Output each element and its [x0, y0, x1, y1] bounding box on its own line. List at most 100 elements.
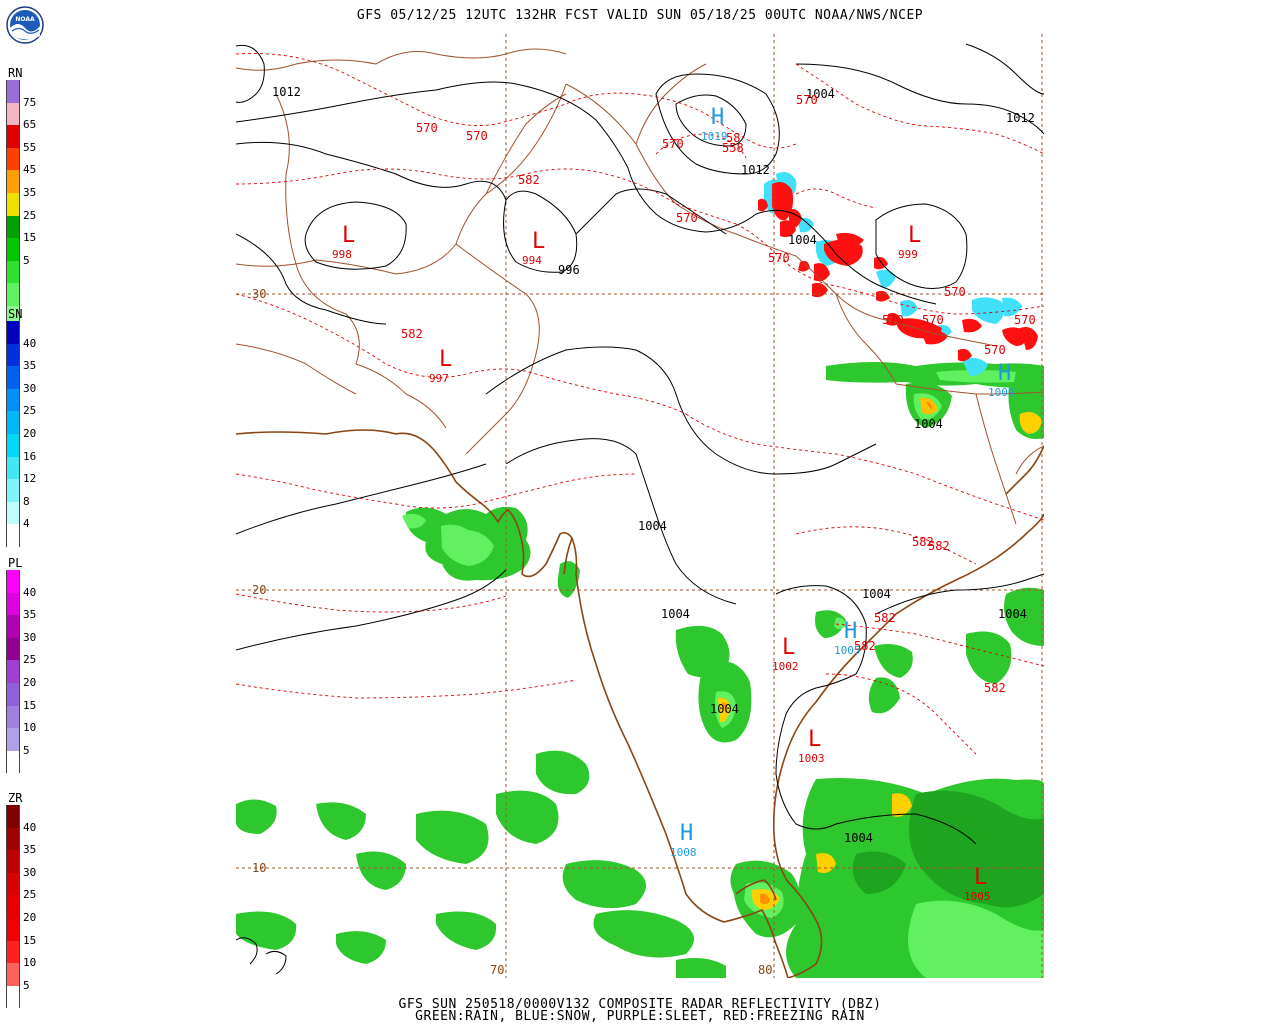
legend-swatch: [6, 985, 20, 1009]
legend-tick-label: 5: [23, 978, 30, 992]
low-symbol: L: [782, 635, 795, 660]
legend-swatch: 35: [6, 592, 36, 621]
legend-swatch: 5: [6, 238, 30, 267]
isobar-label: 1004: [844, 831, 873, 845]
borders: [236, 48, 1044, 525]
legend-swatch: 8: [6, 479, 30, 508]
legend-tick-label: 30: [23, 865, 37, 879]
legend-swatch: 25: [6, 388, 36, 417]
legend-tick-label: 35: [23, 843, 37, 857]
legend-sleet: PL 40 35 30 25 20 15 10 5: [4, 556, 44, 774]
isobar-label: 1004: [710, 702, 739, 716]
isobar-label: 1004: [806, 87, 835, 101]
legend-swatch: 30: [6, 850, 36, 879]
isobar-label: 1004: [638, 519, 667, 533]
legend-swatch: 25: [6, 872, 36, 901]
legend-tick-label: 40: [23, 336, 37, 350]
legend-tick-label: 30: [23, 630, 37, 644]
legend-tick-label: 45: [23, 163, 37, 177]
forecast-map: 30 20 10 70 80 1012 100410121012100499610…: [236, 34, 1044, 978]
noaa-logo-icon: NOAA: [6, 6, 44, 44]
thickness-label: 582: [912, 535, 934, 549]
thickness-label: 570: [466, 129, 488, 143]
legend-swatch: [6, 260, 20, 284]
low-value: 998: [332, 248, 352, 261]
low-symbol: L: [342, 223, 355, 248]
legend-swatch: 35: [6, 343, 36, 372]
legend-tick-label: 25: [23, 404, 37, 418]
legend-tick-label: 5: [23, 743, 30, 757]
legend-title: ZR: [8, 791, 23, 805]
thickness-label: 558: [722, 141, 744, 155]
legend-tick-label: 35: [23, 359, 37, 373]
low-symbol: L: [808, 727, 821, 752]
legend-swatch: [6, 524, 20, 547]
legend-title: SN: [8, 307, 23, 321]
isobar-label: 1004: [788, 233, 817, 247]
grid-labels: 30 20 10 70 80: [252, 287, 772, 977]
legend-tick-label: 25: [23, 653, 37, 667]
legend-tick-label: 35: [23, 185, 37, 199]
low-value: 999: [898, 248, 918, 261]
legend-tick-label: 15: [23, 698, 37, 712]
legend-swatch: 30: [6, 366, 36, 395]
rain-areas: [236, 362, 1044, 978]
product-description: GFS SUN 250518/0000V132 COMPOSITE RADAR …: [398, 997, 882, 1012]
legend-swatch: 5: [6, 963, 30, 992]
high-value: 1005: [834, 644, 861, 657]
high-symbol: H: [680, 821, 693, 846]
high-symbol: H: [711, 105, 724, 130]
low-symbol: L: [439, 347, 452, 372]
freezing-rain-areas: [758, 182, 1038, 362]
high-value: 1008: [670, 846, 697, 859]
legend-swatch: 20: [6, 660, 36, 689]
legend-tick-label: 75: [23, 95, 37, 109]
legend-title: RN: [8, 66, 23, 80]
thickness-label: 582: [928, 539, 950, 553]
thickness-label: 570: [662, 137, 684, 151]
legend-swatch: 16: [6, 433, 36, 463]
isobar-labels: 1012 1004 1012 1012 1004 996 1004 1004 1004 1004 1…: [272, 85, 1035, 845]
thickness-contours: [236, 53, 1044, 755]
high-value: 1009: [988, 386, 1015, 399]
thickness-label: 582: [518, 173, 540, 187]
thickness-label: 582: [854, 639, 876, 653]
isobars: [236, 43, 1044, 975]
high-symbol: H: [998, 361, 1011, 386]
legend-snow: SN 40 35 30 25 20 16 12 8 4: [4, 307, 44, 547]
thickness-label: 582: [401, 327, 423, 341]
legend-tick-label: 10: [23, 721, 37, 735]
legend-tick-label: 16: [23, 449, 37, 463]
logo-text: NOAA: [15, 16, 35, 23]
isobar-label: 1004: [914, 417, 943, 431]
low-value: 1002: [772, 660, 799, 673]
thickness-label: 570: [922, 313, 944, 327]
legend-tick-label: 10: [23, 956, 37, 970]
legend-tick-label: 5: [23, 253, 30, 267]
legend-tick-label: 25: [23, 208, 37, 222]
legend-swatch: 30: [6, 615, 36, 644]
low-value: 997: [429, 372, 449, 385]
lat-label-20: 20: [252, 583, 266, 597]
high-value: 1019: [701, 130, 728, 143]
isobar-label: 996: [558, 263, 580, 277]
thickness-label: 570: [1014, 313, 1036, 327]
isobar-label: 1012: [272, 85, 301, 99]
legend-swatch: 5: [6, 728, 30, 757]
low-symbol: L: [908, 223, 921, 248]
isobar-label: 1004: [661, 607, 690, 621]
legend-swatch: 20: [6, 895, 36, 924]
legend-tick-label: 8: [23, 494, 30, 508]
legend-swatch: 35: [6, 170, 36, 199]
legend-swatch: 12: [6, 456, 36, 485]
legend-swatch: 65: [6, 102, 36, 131]
legend-tick-label: 20: [23, 910, 37, 924]
legend-swatch: 4: [6, 501, 30, 530]
thickness-label: 570: [416, 121, 438, 135]
legend-swatch: 25: [6, 637, 36, 666]
legend-swatch: 40: [6, 805, 36, 834]
high-symbol: H: [844, 619, 857, 644]
legend-tick-label: 55: [23, 140, 37, 154]
thickness-label: 582: [984, 681, 1006, 695]
legend-tick-label: 4: [23, 517, 30, 531]
